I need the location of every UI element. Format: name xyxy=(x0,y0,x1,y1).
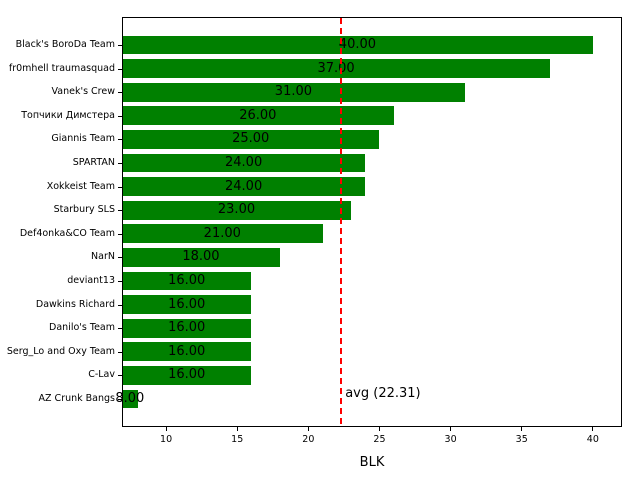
y-tick-mark xyxy=(118,115,122,117)
y-tick-label: NarN xyxy=(91,251,115,263)
bar: 16.00 xyxy=(122,295,252,315)
y-tick-mark xyxy=(118,186,122,188)
bar-value-label: 16.00 xyxy=(168,367,206,383)
bar: 23.00 xyxy=(122,200,352,220)
bar-value-label: 24.00 xyxy=(225,155,263,170)
y-tick-mark xyxy=(118,375,122,377)
bar: 18.00 xyxy=(122,247,280,267)
avg-reference-line xyxy=(340,18,343,426)
bar-value-label: 23.00 xyxy=(217,202,256,218)
y-tick-mark xyxy=(118,304,122,306)
y-tick-mark xyxy=(118,210,122,212)
y-tick-label: C-Lav xyxy=(88,369,115,381)
x-tick-label: 40 xyxy=(586,434,599,445)
y-tick-label: Giannis Team xyxy=(51,133,115,145)
x-tick-label: 30 xyxy=(444,434,457,445)
y-tick-label: Danilo's Team xyxy=(49,322,115,334)
y-tick-label: Топчики Димстера xyxy=(21,109,115,121)
x-tick-label: 10 xyxy=(160,434,173,445)
bar-value-label: 18.00 xyxy=(182,249,220,265)
x-tick-label: 20 xyxy=(302,434,315,445)
bar-value-label: 25.00 xyxy=(232,131,270,147)
x-axis-title: BLK xyxy=(359,455,385,470)
bar-value-label: 16.00 xyxy=(168,320,206,336)
bar-value-label: 16.00 xyxy=(168,343,206,359)
bar: 24.00 xyxy=(122,177,366,197)
bar-value-label: 26.00 xyxy=(239,107,277,123)
bar: 21.00 xyxy=(122,224,323,244)
plot-area: avg (22.31) BLK Black's BoroDa Team 40.00… xyxy=(7,17,622,470)
y-tick-mark xyxy=(118,398,122,400)
x-tick-label: 35 xyxy=(515,434,528,445)
x-tick-mark xyxy=(592,427,594,431)
avg-annotation: avg (22.31) xyxy=(345,386,421,401)
y-tick-mark xyxy=(118,328,122,330)
y-tick-label: Starbury SLS xyxy=(53,204,115,216)
x-tick-mark xyxy=(236,427,238,431)
x-tick-mark xyxy=(450,427,452,431)
bar: 26.00 xyxy=(122,106,394,126)
bar-value-label: 37.00 xyxy=(317,60,355,76)
bar: 31.00 xyxy=(122,82,465,102)
y-tick-label: Xokkeist Team xyxy=(46,180,115,192)
bar: 16.00 xyxy=(122,271,252,291)
y-tick-mark xyxy=(118,163,122,164)
bar-value-label: 16.00 xyxy=(168,296,206,312)
y-tick-mark xyxy=(118,68,122,70)
bar: 16.00 xyxy=(122,318,252,338)
bar: 37.00 xyxy=(122,59,551,79)
y-tick-label: Dawkins Richard xyxy=(35,298,115,310)
bar-value-label: 40.00 xyxy=(338,37,377,53)
bar-value-label: 16.00 xyxy=(168,272,206,288)
bar: 8.00 xyxy=(115,389,144,409)
bar: 16.00 xyxy=(122,342,252,362)
y-tick-label: Vanek's Crew xyxy=(51,86,115,98)
x-tick-label: 15 xyxy=(231,434,244,445)
y-tick-label: Def4onka&CO Team xyxy=(19,227,115,239)
x-tick-mark xyxy=(378,427,380,431)
y-tick-label: Black's BoroDa Team xyxy=(15,39,115,51)
x-tick-mark xyxy=(521,427,523,431)
bar-value-label: 21.00 xyxy=(203,225,241,241)
y-tick-mark xyxy=(118,92,122,94)
y-tick-mark xyxy=(118,257,122,259)
x-tick-label: 25 xyxy=(373,434,386,445)
bar-value-label: 24.00 xyxy=(225,178,263,194)
bar: 16.00 xyxy=(122,365,252,385)
y-tick-mark xyxy=(118,280,122,282)
bar: 25.00 xyxy=(122,129,380,149)
y-tick-label: fr0mhell traumasquad xyxy=(8,62,115,74)
bar-value-label: 8.00 xyxy=(115,390,145,406)
y-tick-mark xyxy=(118,45,122,47)
x-tick-mark xyxy=(307,427,309,431)
y-tick-label: SPARTAN xyxy=(72,157,115,168)
bar: 40.00 xyxy=(122,35,593,55)
y-tick-mark xyxy=(118,351,122,353)
y-tick-mark xyxy=(118,139,122,141)
y-tick-mark xyxy=(118,233,122,235)
bar: 24.00 xyxy=(122,153,366,173)
bar-value-label: 31.00 xyxy=(274,84,313,100)
x-tick-mark xyxy=(165,427,167,431)
y-tick-label: Serg_Lo and Oxy Team xyxy=(6,345,115,357)
y-tick-label: deviant13 xyxy=(67,274,115,286)
y-tick-label: AZ Crunk Bangs xyxy=(38,392,115,404)
